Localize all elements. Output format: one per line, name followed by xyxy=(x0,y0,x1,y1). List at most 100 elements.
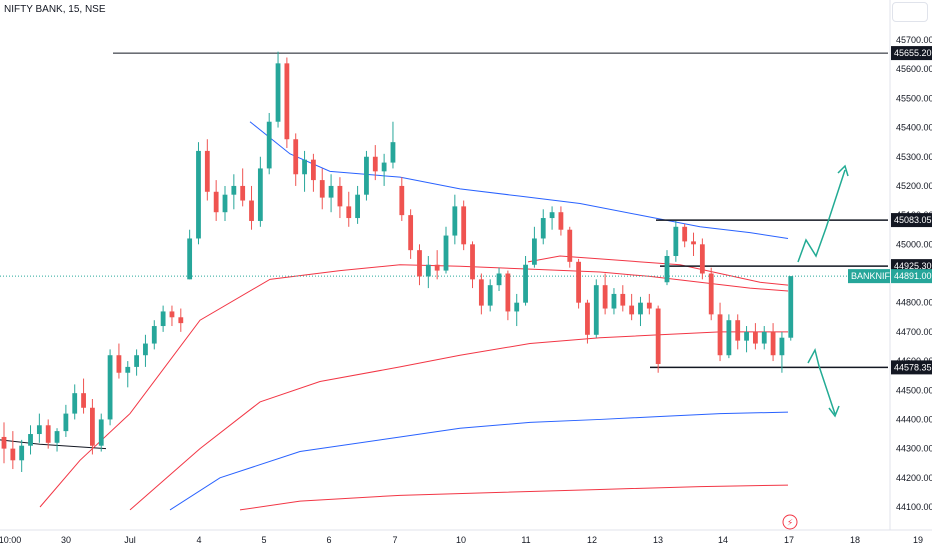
candle-body xyxy=(346,206,352,219)
candle-body xyxy=(602,285,608,309)
candle xyxy=(134,349,139,376)
candle xyxy=(593,279,599,338)
candle-body xyxy=(470,244,475,280)
short-ma-line xyxy=(527,255,789,286)
candle-body xyxy=(311,159,316,181)
candle xyxy=(337,177,343,219)
candle-body xyxy=(160,311,166,327)
candle-body xyxy=(178,317,184,324)
up-arrow-head xyxy=(837,164,849,177)
candle xyxy=(558,206,564,236)
horizontal-levels[interactable] xyxy=(0,52,888,369)
x-tick-label: 19 xyxy=(913,535,923,545)
candle xyxy=(28,425,33,455)
candle xyxy=(496,267,502,292)
candle-body xyxy=(107,355,113,420)
candle-body xyxy=(461,206,467,245)
candle xyxy=(487,279,493,312)
candle xyxy=(381,153,387,186)
candle-body xyxy=(240,185,246,201)
candle xyxy=(222,185,228,221)
candle xyxy=(567,226,573,268)
candle xyxy=(425,255,431,289)
candle-body xyxy=(45,425,51,443)
candle xyxy=(178,308,184,332)
candle xyxy=(399,177,405,221)
candle-body xyxy=(284,63,290,140)
candle-body xyxy=(19,445,25,461)
candle-body xyxy=(788,276,794,338)
candle-body xyxy=(390,142,396,163)
projection-arrows xyxy=(797,164,849,418)
symbol-label: BANKNIFTY xyxy=(851,271,902,281)
candle xyxy=(328,174,334,213)
candle xyxy=(1,422,7,464)
candle xyxy=(45,419,51,449)
candle xyxy=(585,299,590,344)
candle-body xyxy=(585,302,590,335)
candle xyxy=(257,156,263,227)
candle-body xyxy=(72,393,78,414)
candle xyxy=(160,305,166,332)
y-tick-label: 45300.00 xyxy=(896,152,932,162)
candle-body xyxy=(753,331,758,344)
candle-body xyxy=(523,264,528,303)
last-price-label: 44891.00 xyxy=(894,271,932,281)
candle xyxy=(461,200,467,251)
candle xyxy=(761,326,767,350)
candle xyxy=(611,288,617,315)
candle-body xyxy=(567,229,573,262)
candle-body xyxy=(204,150,210,192)
candle-body xyxy=(620,293,626,306)
candle-body xyxy=(196,150,201,239)
candle xyxy=(10,431,16,470)
candle xyxy=(355,185,360,224)
lower-band-line xyxy=(239,484,789,511)
candle-body xyxy=(699,244,705,274)
candle-body xyxy=(81,393,86,408)
candle xyxy=(90,399,95,455)
candle-body xyxy=(125,366,131,373)
symbol-label-box xyxy=(848,269,890,284)
chart-settings-button[interactable] xyxy=(892,2,928,22)
candle-body xyxy=(532,238,537,265)
svg-text:⚡: ⚡ xyxy=(787,519,793,529)
candle xyxy=(36,413,42,443)
candle xyxy=(98,413,104,452)
candle xyxy=(699,238,705,280)
down-arrow-head xyxy=(828,405,840,418)
candle xyxy=(408,209,414,259)
up-arrow-line xyxy=(797,169,846,263)
level-label-box xyxy=(891,46,932,61)
candle-body xyxy=(399,185,405,216)
candle xyxy=(434,250,440,280)
candle xyxy=(753,323,758,350)
candle-body xyxy=(90,407,95,446)
candle-body xyxy=(726,320,732,356)
candle-body xyxy=(143,343,148,356)
candle-body xyxy=(505,273,511,312)
candle-body xyxy=(187,238,193,280)
candle xyxy=(284,57,290,148)
lightning-icon[interactable]: ⚡ xyxy=(782,514,798,530)
candle-body xyxy=(708,273,714,315)
candle xyxy=(691,232,696,256)
level-label: 44925.30 xyxy=(894,261,932,271)
x-tick-label: 10 xyxy=(456,535,466,545)
candle xyxy=(646,293,652,315)
candle-body xyxy=(54,431,60,443)
candle xyxy=(19,439,25,472)
candle-body xyxy=(319,180,325,198)
candle-body xyxy=(478,279,484,306)
candle xyxy=(319,168,325,210)
candle xyxy=(302,150,307,192)
candle xyxy=(231,174,237,210)
x-tick-label: 12 xyxy=(587,535,597,545)
candle xyxy=(346,191,352,227)
candle-body xyxy=(744,331,749,341)
candle-body xyxy=(10,448,16,461)
candle xyxy=(240,168,246,207)
x-tick-label: 14 xyxy=(718,535,728,545)
